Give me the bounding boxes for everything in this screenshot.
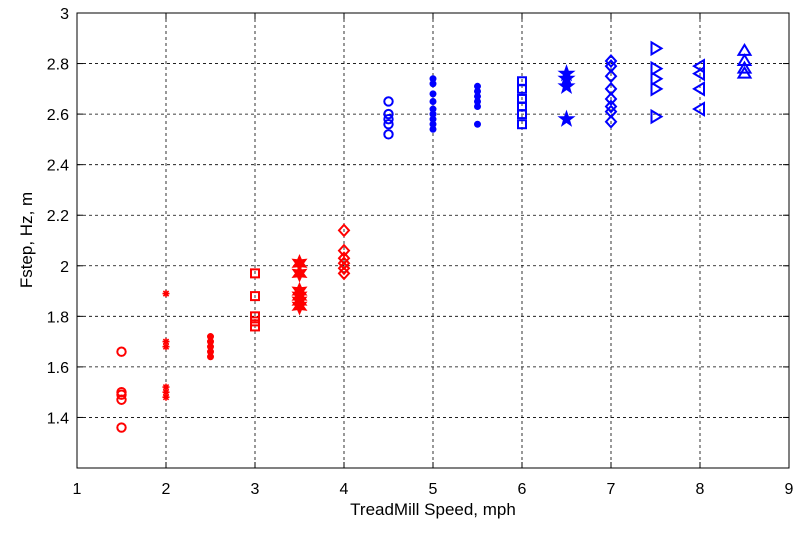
data-point — [650, 40, 664, 57]
data-point — [474, 120, 481, 128]
data-point — [162, 338, 170, 346]
y-tick-label: 2.2 — [47, 208, 69, 225]
data-point — [517, 119, 527, 130]
x-tick-labels: 1 2 3 4 5 6 7 8 9 — [73, 481, 794, 498]
data-point — [557, 64, 576, 82]
data-point — [474, 82, 481, 90]
y-tick-label: 1.8 — [47, 309, 69, 326]
y-tick-label: 2.6 — [47, 107, 69, 124]
x-tick-label: 1 — [73, 481, 82, 498]
series-1 — [162, 290, 170, 401]
data-point — [116, 346, 127, 357]
data-point — [692, 65, 705, 82]
series-6 — [383, 96, 394, 140]
y-tick-label: 2 — [60, 259, 69, 276]
data-point — [116, 386, 127, 398]
data-point — [604, 91, 618, 106]
data-point — [604, 114, 618, 129]
series-4 — [291, 254, 308, 316]
data-point — [250, 316, 260, 327]
y-tick-label: 1.4 — [47, 410, 69, 427]
series-2 — [207, 333, 214, 361]
y-axis-label: Fstep, Hz, m — [17, 192, 36, 288]
y-tick-label: 3 — [60, 6, 69, 23]
x-tick-label: 5 — [429, 481, 438, 498]
data-point — [517, 93, 527, 104]
data-point — [162, 388, 170, 396]
data-point — [250, 311, 260, 322]
data-point — [383, 129, 394, 140]
data-point — [604, 81, 618, 96]
data-point — [291, 264, 308, 283]
x-tick-label: 2 — [162, 481, 171, 498]
data-marks — [116, 40, 753, 433]
y-tick-label: 2.8 — [47, 57, 69, 74]
data-point — [557, 109, 576, 127]
data-point — [383, 113, 394, 125]
y-tick-labels: 1.4 1.6 1.8 2 2.2 2.4 2.6 2.8 3 — [47, 6, 69, 427]
data-point — [604, 69, 618, 84]
data-point — [207, 333, 214, 341]
data-point — [429, 75, 437, 83]
data-point — [650, 108, 664, 125]
data-point — [557, 76, 576, 95]
data-point — [692, 58, 705, 74]
data-point — [383, 108, 394, 120]
data-point — [736, 42, 753, 56]
data-point — [383, 96, 394, 107]
ticks — [76, 12, 790, 468]
series-13 — [692, 58, 705, 117]
data-point — [162, 383, 170, 391]
data-point — [517, 76, 527, 87]
data-point — [383, 119, 394, 130]
data-point — [291, 281, 308, 301]
series-11 — [604, 54, 618, 129]
data-point — [736, 60, 753, 74]
series-9 — [517, 76, 527, 130]
series-3 — [250, 268, 260, 332]
x-tick-label: 4 — [340, 481, 349, 498]
data-point — [116, 422, 127, 433]
x-tick-label: 9 — [785, 481, 794, 498]
data-point — [429, 105, 437, 113]
x-tick-label: 6 — [518, 481, 527, 498]
data-point — [736, 53, 753, 67]
data-point — [650, 81, 664, 97]
data-point — [692, 101, 705, 117]
series-5 — [337, 223, 351, 281]
series-0 — [116, 346, 127, 433]
data-point — [250, 268, 260, 279]
data-point — [650, 70, 664, 87]
data-point — [162, 290, 170, 298]
data-point — [337, 223, 351, 238]
data-point — [650, 60, 664, 77]
x-tick-label: 8 — [696, 481, 705, 498]
data-point — [337, 243, 351, 258]
data-point — [162, 343, 170, 351]
series-10 — [557, 64, 576, 127]
y-tick-label: 1.6 — [47, 360, 69, 377]
data-point — [250, 291, 260, 302]
data-point — [429, 90, 437, 98]
data-point — [604, 99, 618, 114]
data-point — [557, 69, 576, 87]
data-point — [429, 97, 437, 105]
data-point — [692, 81, 705, 97]
data-point — [604, 54, 618, 69]
series-8 — [474, 82, 481, 128]
data-point — [162, 393, 170, 401]
x-tick-label: 7 — [607, 481, 616, 498]
x-tick-label: 3 — [251, 481, 260, 498]
y-tick-label: 2.4 — [47, 158, 69, 175]
data-point — [291, 254, 308, 273]
data-point — [250, 321, 260, 332]
x-axis-label: TreadMill Speed, mph — [350, 500, 516, 519]
series-14 — [736, 42, 753, 79]
data-point — [337, 251, 351, 266]
series-12 — [650, 40, 664, 125]
series-7 — [429, 75, 437, 133]
